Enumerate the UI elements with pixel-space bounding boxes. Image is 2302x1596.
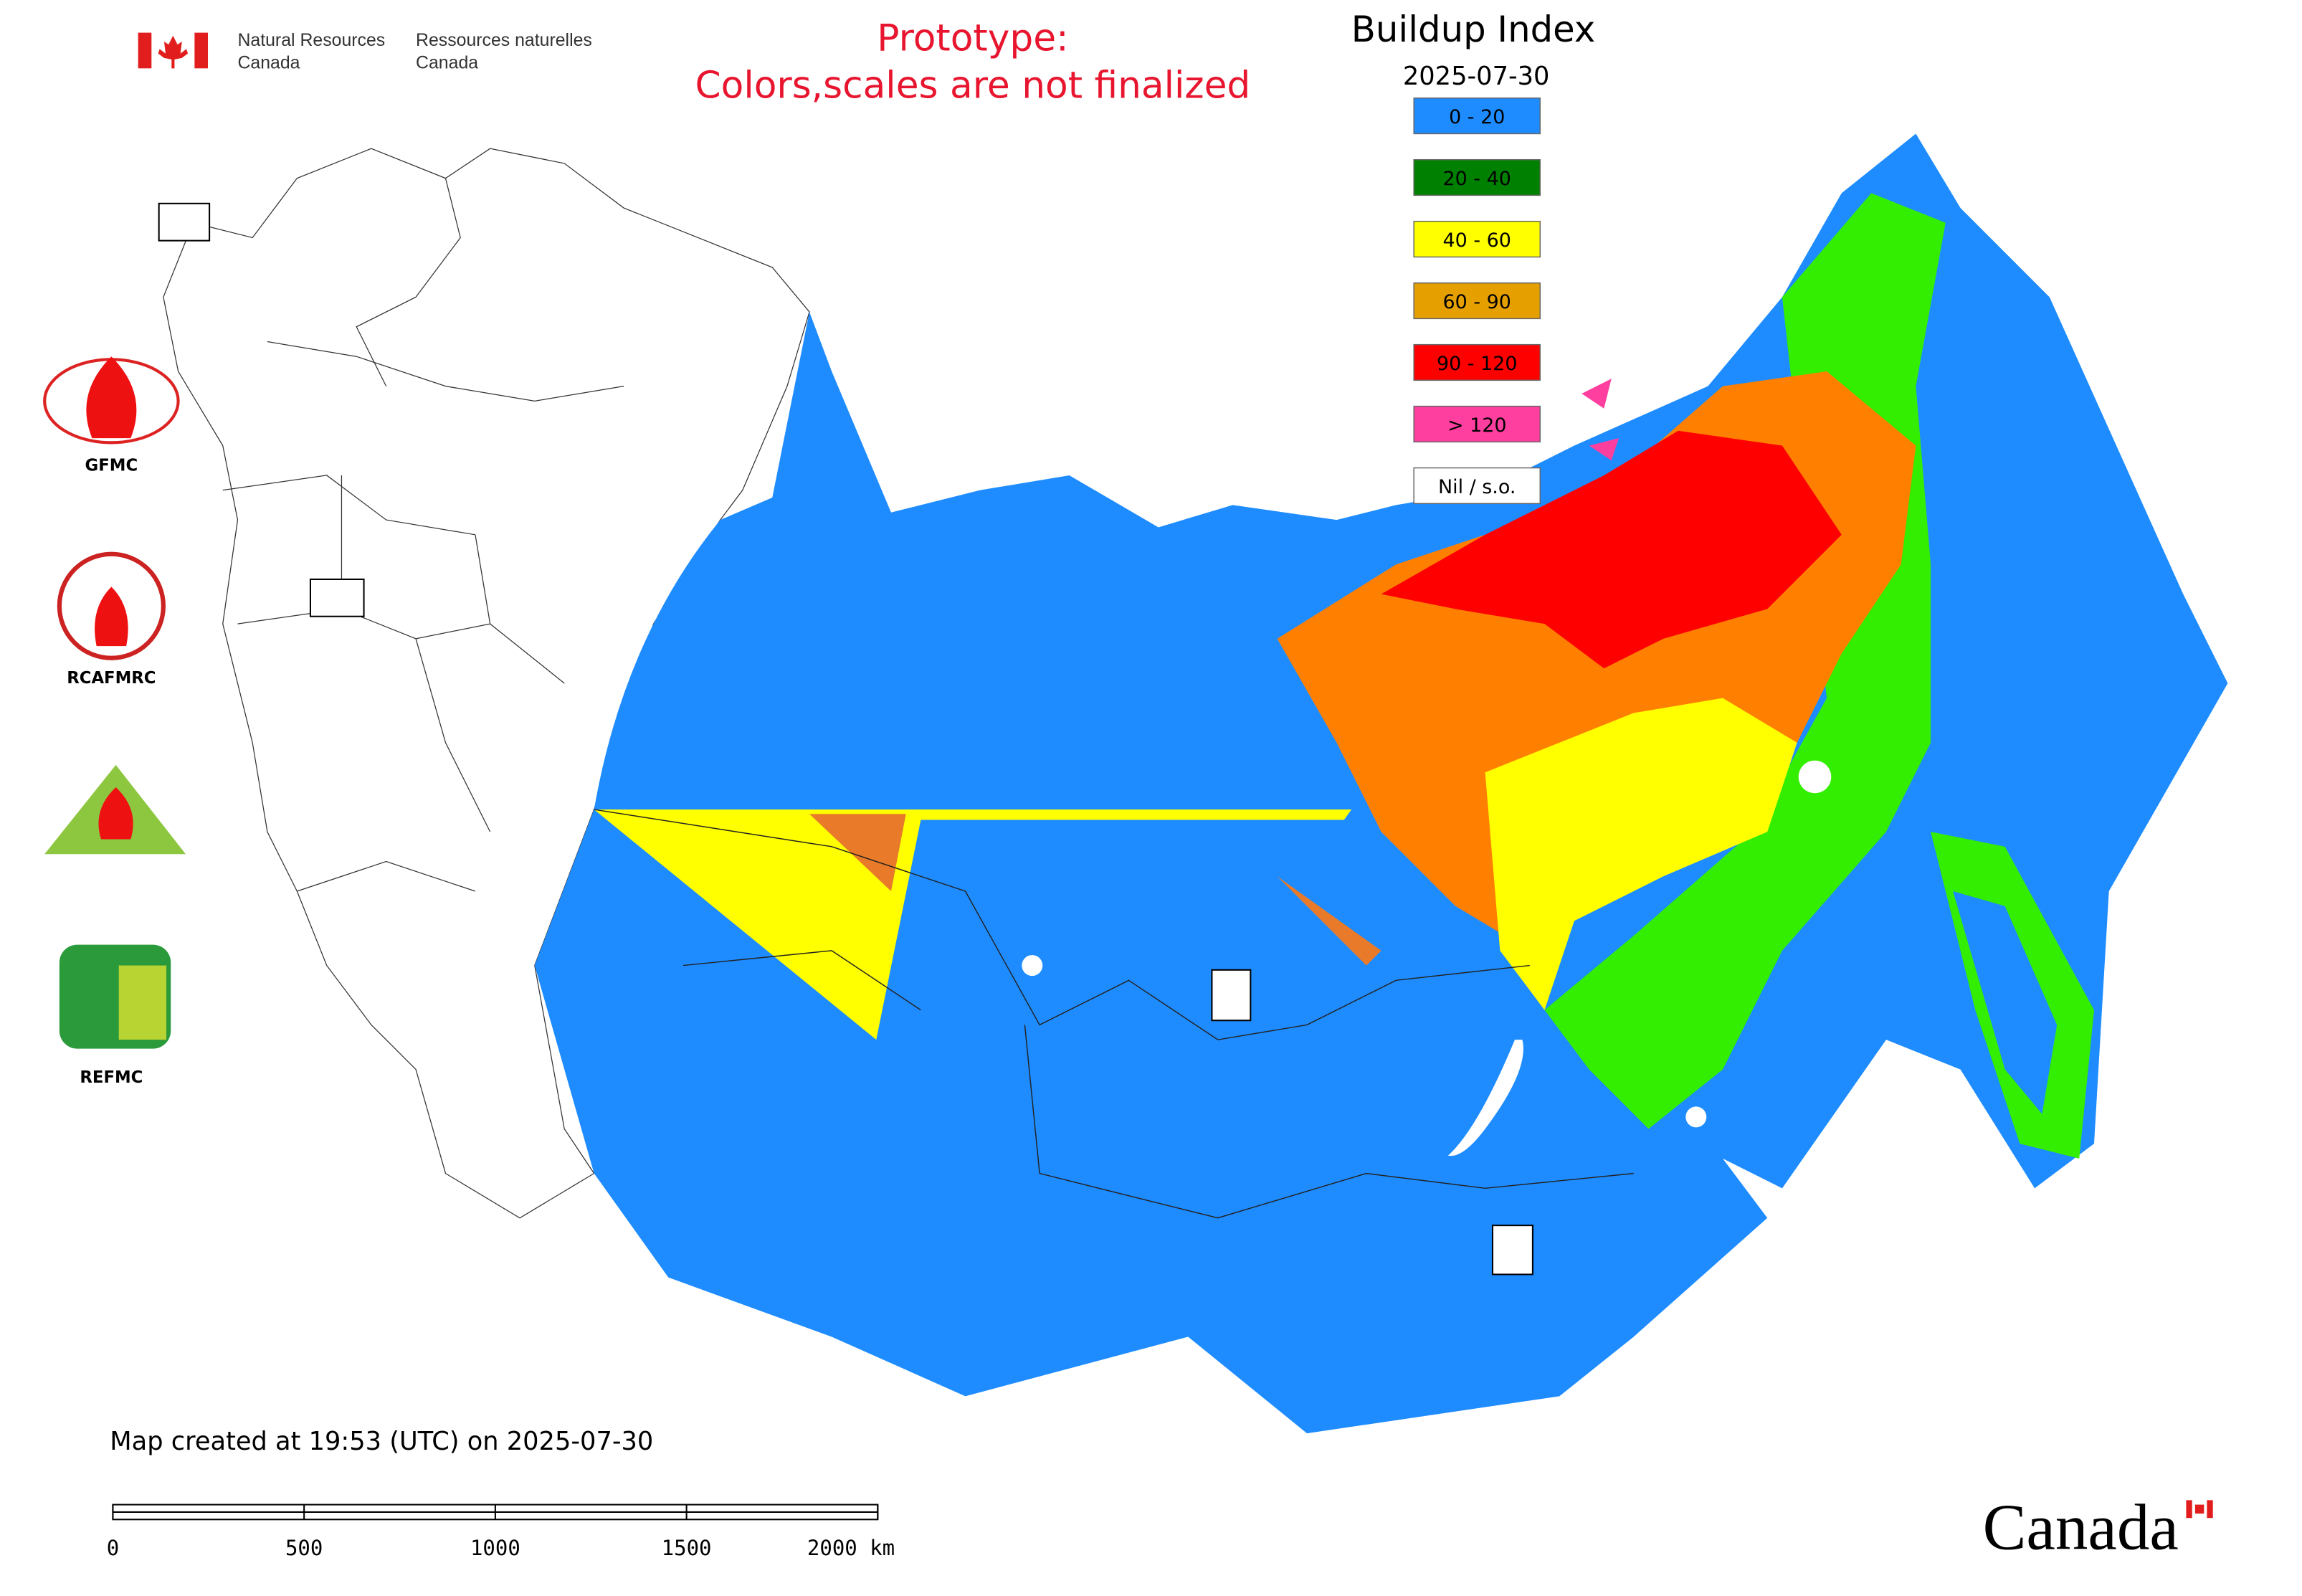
legend-swatch	[1413, 220, 1541, 258]
legend: 0 - 20 20 - 40 40 - 60 60 - 90 90 - 120 > 120…	[1413, 98, 1541, 505]
scale-bar: 0 500 1000 1500 2000 km	[107, 1504, 895, 1560]
legend-label: 90 - 120	[1437, 353, 1517, 375]
nrcan-header: Natural Resources Canada Ressources natu…	[138, 31, 592, 72]
logo-label: GFMC	[85, 457, 138, 475]
wordmark: Canada	[1983, 1491, 2179, 1564]
legend-label: 0 - 20	[1449, 106, 1505, 128]
header-en-2: Canada	[237, 53, 300, 72]
legend-title: Buildup Index	[1351, 9, 1595, 50]
scale-label: 0	[107, 1536, 119, 1560]
index-map	[534, 133, 2228, 1434]
logos: GFMC RCAFMRC REFMC	[43, 202, 1533, 1276]
legend-swatch	[1413, 467, 1541, 505]
logo-label: RCAFMRC	[67, 669, 156, 688]
legend-label: 20 - 40	[1443, 168, 1511, 190]
legend-label: 60 - 90	[1443, 291, 1511, 313]
legend-swatch	[1413, 405, 1541, 443]
legend-label: 40 - 60	[1443, 229, 1511, 252]
scale-label: 2000 km	[807, 1536, 895, 1560]
legend-label: Nil / s.o.	[1438, 476, 1516, 498]
legend-label: > 120	[1447, 414, 1507, 437]
canada-wordmark: Canada	[1983, 1491, 2213, 1564]
header-en-1: Natural Resources	[237, 31, 385, 50]
scale-label: 1000	[470, 1536, 520, 1560]
header-fr-1: Ressources naturelles	[416, 31, 592, 50]
legend-swatch	[1413, 98, 1541, 135]
scale-label: 1500	[662, 1536, 712, 1560]
legend-swatch	[1413, 158, 1541, 196]
notice-2: Colors,scales are not finalized	[695, 65, 1251, 108]
created-note: Map created at 19:53 (UTC) on 2025-07-30	[110, 1427, 653, 1456]
header-fr-2: Canada	[416, 53, 478, 72]
scale-label: 500	[285, 1536, 323, 1560]
notice-1: Prototype:	[877, 16, 1068, 60]
legend-swatch	[1413, 343, 1541, 381]
legend-swatch	[1413, 282, 1541, 320]
legend-date: 2025-07-30	[1403, 62, 1550, 91]
logo-label: REFMC	[80, 1068, 143, 1087]
